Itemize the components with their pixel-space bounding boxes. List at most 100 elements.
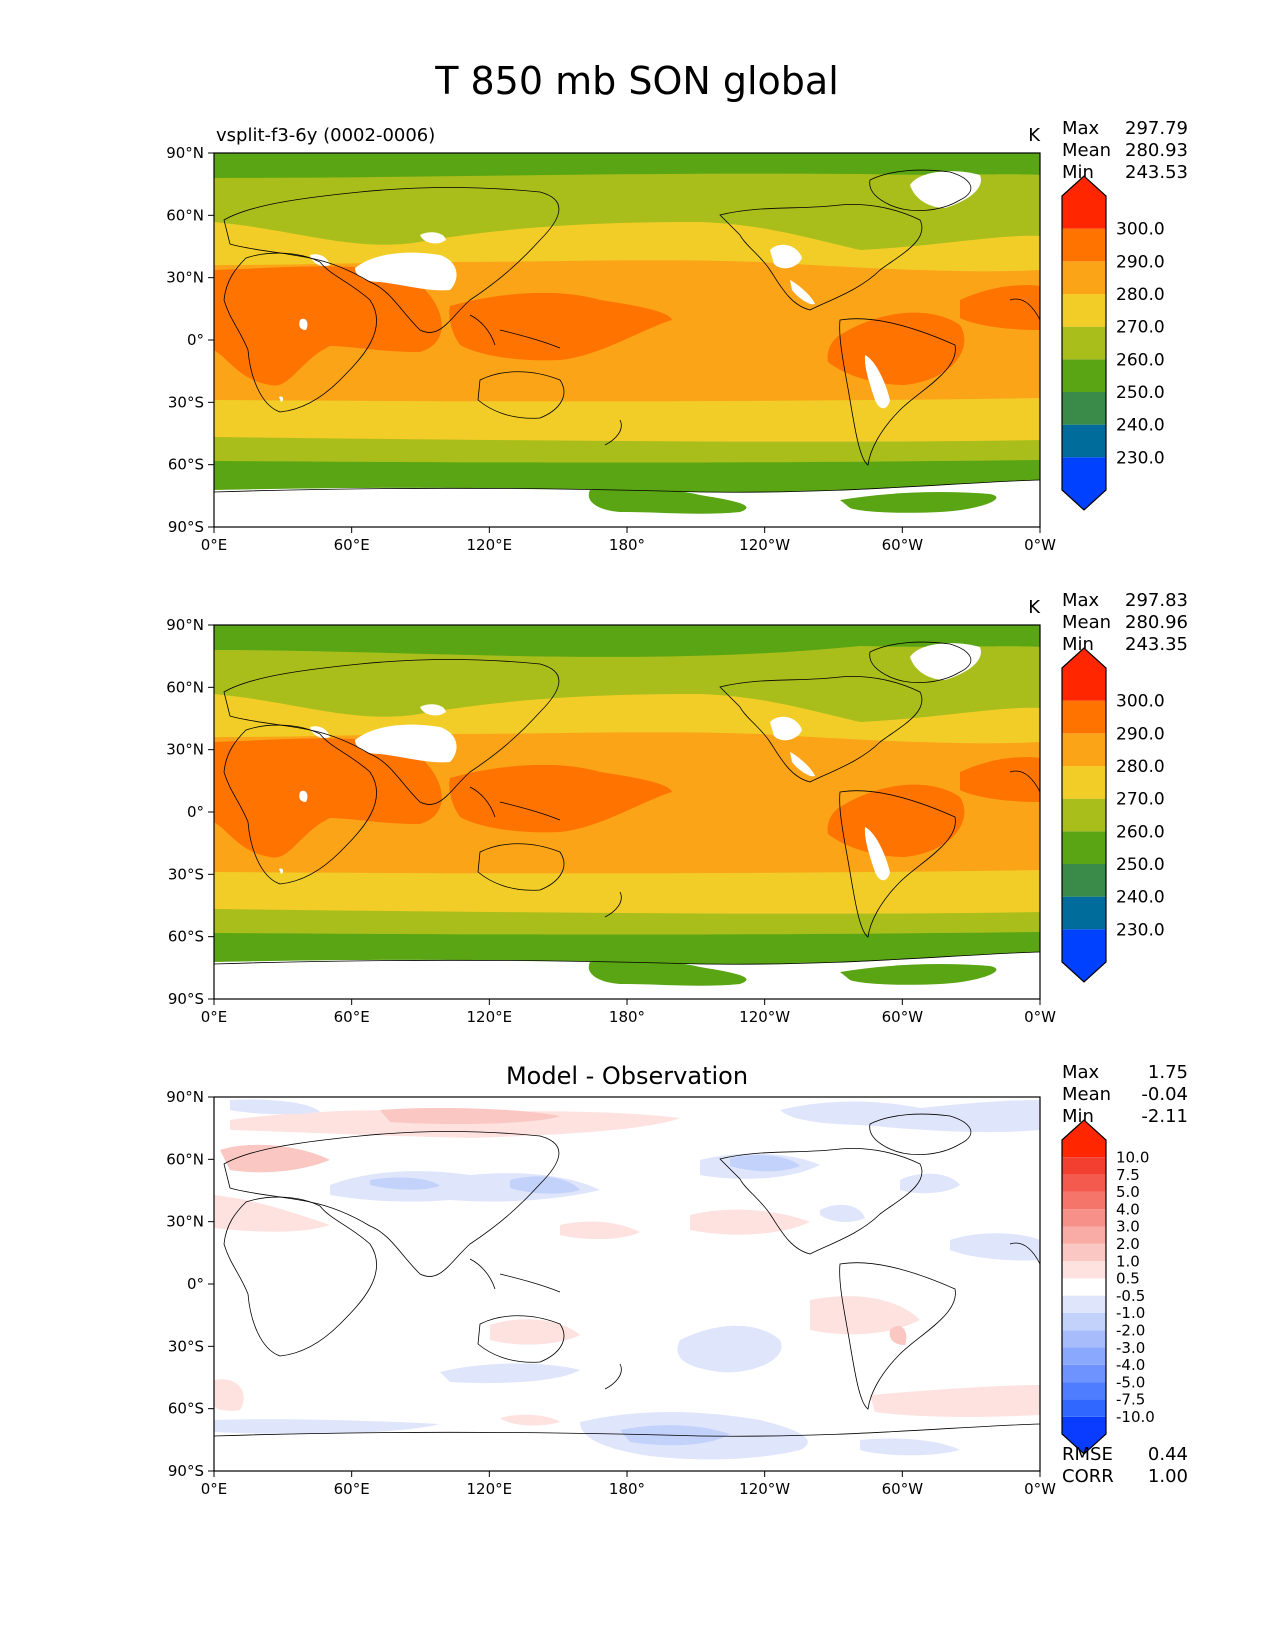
colorbar-swatch bbox=[1062, 228, 1106, 262]
y-tick-label: 90°N bbox=[166, 616, 204, 634]
stat-mean-value: 280.96 bbox=[1125, 612, 1188, 633]
units-label: K bbox=[1028, 125, 1041, 146]
colorbar-swatch bbox=[1062, 929, 1106, 982]
colorbar-outline bbox=[1061, 175, 1107, 511]
colorbar-tick-label: 7.5 bbox=[1116, 1166, 1140, 1184]
x-tick-label: 60°W bbox=[882, 1480, 924, 1498]
colorbar: 300.0 290.0 280.0 270.0 260.0 250.0 240.0 230.0 bbox=[1061, 175, 1165, 511]
x-tick-label: 120°W bbox=[739, 1008, 790, 1026]
colorbar-tick-label: 230.0 bbox=[1116, 448, 1165, 468]
stat-max-value: 1.75 bbox=[1148, 1062, 1188, 1083]
y-tick-label: 0° bbox=[187, 803, 204, 821]
stat-min-value: 243.53 bbox=[1125, 162, 1188, 183]
y-tick-label: 60°N bbox=[166, 1150, 204, 1168]
colorbar-swatch bbox=[1062, 1226, 1106, 1244]
y-tick-label: 30°N bbox=[166, 741, 204, 759]
colorbar-swatch bbox=[1062, 700, 1106, 734]
colorbar-swatch bbox=[1062, 831, 1106, 864]
y-tick-label: 90°N bbox=[166, 1088, 204, 1106]
colorbar-outline bbox=[1061, 647, 1107, 983]
colorbar-tick-label: 240.0 bbox=[1116, 416, 1165, 436]
colorbar-tick-label: -0.5 bbox=[1116, 1287, 1145, 1305]
x-tick-label: 0°E bbox=[201, 1008, 228, 1026]
colorbar-tick-label: 4.0 bbox=[1116, 1200, 1140, 1218]
colorbar-tick-label: 260.0 bbox=[1116, 822, 1165, 842]
x-axis: 0°E 60°E 120°E 180° 120°W 60°W 0°W bbox=[201, 527, 1056, 554]
colorbar-swatch bbox=[1062, 1399, 1106, 1417]
colorbar-tick-label: 2.0 bbox=[1116, 1235, 1140, 1253]
x-tick-label: 60°E bbox=[334, 1480, 370, 1498]
colorbar-outline bbox=[1061, 1119, 1107, 1455]
x-tick-label: 180° bbox=[609, 1480, 645, 1498]
colorbar-tick-label: 230.0 bbox=[1116, 920, 1165, 940]
colorbar-swatch bbox=[1062, 1243, 1106, 1262]
colorbar-tick-label: -1.0 bbox=[1116, 1304, 1145, 1322]
panel-difference: 90°N 60°N 30°N 0° 30°S 60°S 90°S 0°E 60°E 120°E 1… bbox=[166, 1062, 1188, 1498]
colorbar-swatch bbox=[1062, 392, 1106, 425]
colorbar-swatch bbox=[1062, 896, 1106, 930]
y-tick-label: 60°S bbox=[168, 1400, 204, 1418]
y-tick-label: 60°N bbox=[166, 206, 204, 224]
coastlines bbox=[214, 1113, 1040, 1437]
colorbar-swatch bbox=[1062, 294, 1106, 327]
colorbar-swatch bbox=[1062, 1364, 1106, 1383]
colorbar-tick-label: 300.0 bbox=[1116, 692, 1165, 712]
colorbar-swatch bbox=[1062, 1295, 1106, 1313]
y-tick-label: 30°N bbox=[166, 269, 204, 287]
x-tick-label: 120°E bbox=[467, 1008, 513, 1026]
panel-left-title: vsplit-f3-6y (0002-0006) bbox=[216, 125, 435, 146]
panel-model: 90°N 60°N 30°N 0° 30°S 60°S 90°S 0°E 60°E 120°E 1… bbox=[166, 118, 1188, 554]
y-tick-label: 30°S bbox=[168, 393, 204, 411]
x-tick-label: 60°W bbox=[882, 536, 924, 554]
stat-max-label: Max bbox=[1062, 1062, 1100, 1083]
stats-block: Max Mean Min 297.83 280.96 243.35 bbox=[1062, 590, 1188, 655]
y-tick-label: 60°S bbox=[168, 456, 204, 474]
colorbar-swatch bbox=[1062, 1261, 1106, 1279]
colorbar-tick-label: 3.0 bbox=[1116, 1218, 1140, 1236]
colorbar-tick-label: -3.0 bbox=[1116, 1339, 1145, 1357]
stats-block: Max Mean Min 297.79 280.93 243.53 bbox=[1062, 118, 1188, 183]
rmse-value: 0.44 bbox=[1148, 1444, 1188, 1465]
x-tick-label: 0°W bbox=[1024, 1008, 1056, 1026]
stat-min-label: Min bbox=[1062, 162, 1094, 183]
colorbar-tick-label: -7.5 bbox=[1116, 1391, 1145, 1409]
colorbar-tick-label: 280.0 bbox=[1116, 757, 1165, 777]
stat-min-value: -2.11 bbox=[1141, 1106, 1188, 1127]
x-tick-label: 120°E bbox=[467, 536, 513, 554]
stat-mean-label: Mean bbox=[1062, 140, 1111, 161]
y-tick-label: 0° bbox=[187, 331, 204, 349]
y-axis: 90°N 60°N 30°N 0° 30°S 60°S 90°S bbox=[166, 144, 214, 536]
colorbar-swatch bbox=[1062, 1209, 1106, 1227]
colorbar-swatch bbox=[1062, 1157, 1106, 1175]
colorbar-tick-label: 290.0 bbox=[1116, 724, 1165, 744]
colorbar-tick-label: 0.5 bbox=[1116, 1270, 1140, 1288]
colorbar-tick-label: 300.0 bbox=[1116, 220, 1165, 240]
stat-mean-label: Mean bbox=[1062, 1084, 1111, 1105]
rmse-label: RMSE bbox=[1062, 1444, 1113, 1465]
stat-max-value: 297.83 bbox=[1125, 590, 1188, 611]
y-tick-label: 30°S bbox=[168, 1337, 204, 1355]
stats-block: Max Mean Min 1.75 -0.04 -2.11 bbox=[1062, 1062, 1188, 1127]
colorbar-tick-label: 240.0 bbox=[1116, 888, 1165, 908]
colorbar-tick-label: 250.0 bbox=[1116, 855, 1165, 875]
coastlines bbox=[214, 169, 1040, 493]
x-tick-label: 60°E bbox=[334, 1008, 370, 1026]
colorbar-swatch bbox=[1062, 1416, 1106, 1454]
figure-title: T 850 mb SON global bbox=[434, 59, 839, 103]
colorbar-swatch bbox=[1062, 457, 1106, 510]
x-tick-label: 120°E bbox=[467, 1480, 513, 1498]
colorbar-swatch bbox=[1062, 359, 1106, 392]
colorbar-swatch bbox=[1062, 326, 1106, 360]
y-tick-label: 30°S bbox=[168, 865, 204, 883]
colorbar: 10.07.55.04.03.02.01.00.5-0.5-1.0-2.0-3.… bbox=[1061, 1119, 1155, 1455]
y-tick-label: 60°S bbox=[168, 928, 204, 946]
x-tick-label: 0°W bbox=[1024, 536, 1056, 554]
y-tick-label: 90°S bbox=[168, 518, 204, 536]
colorbar-tick-label: 10.0 bbox=[1116, 1149, 1149, 1167]
colorbar-tick-label: -4.0 bbox=[1116, 1356, 1145, 1374]
colorbar-tick-label: 270.0 bbox=[1116, 790, 1165, 810]
colorbar-tick-label: 280.0 bbox=[1116, 285, 1165, 305]
coastlines bbox=[214, 641, 1040, 965]
colorbar-tick-label: 270.0 bbox=[1116, 318, 1165, 338]
